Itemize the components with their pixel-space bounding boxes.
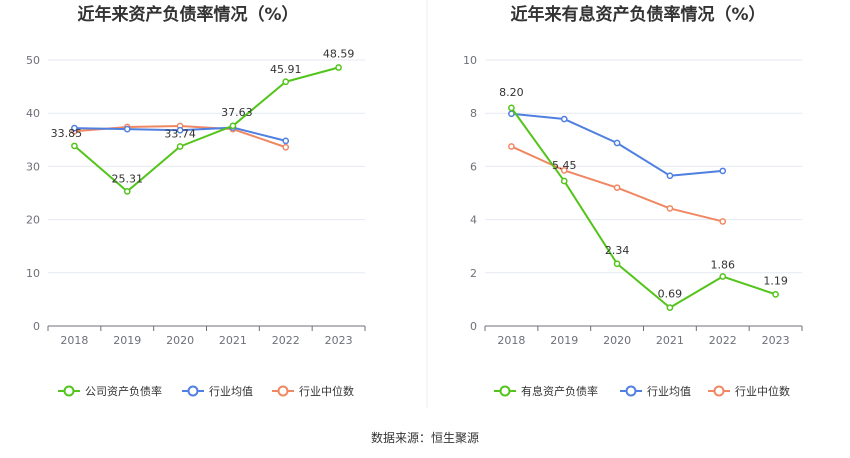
y-tick-label: 6 bbox=[470, 160, 477, 173]
series-line bbox=[73, 66, 339, 193]
data-point bbox=[123, 125, 131, 133]
y-tick-label: 20 bbox=[26, 214, 40, 227]
legend-marker bbox=[713, 385, 725, 397]
x-tick-label: 2021 bbox=[219, 334, 247, 347]
data-point bbox=[71, 142, 78, 150]
legend-label: 公司资产负债率 bbox=[85, 384, 162, 398]
data-point bbox=[176, 126, 184, 134]
data-label: 33.85 bbox=[51, 127, 83, 140]
data-label: 25.31 bbox=[112, 172, 144, 185]
interest-debt-ratio-chart: 近年来有息资产负债率情况（%） 0 2 4 6 8 10 2018 2019 2020 2021 20… bbox=[463, 4, 803, 398]
data-label: 2.34 bbox=[605, 244, 630, 257]
data-point bbox=[666, 304, 674, 311]
x-tick-label: 2022 bbox=[709, 334, 737, 347]
legend-label: 行业中位数 bbox=[735, 384, 790, 398]
data-label: 0.69 bbox=[658, 288, 683, 301]
x-tick-label: 2018 bbox=[497, 334, 525, 347]
legend-label: 行业中位数 bbox=[299, 384, 354, 398]
y-tick-label: 40 bbox=[26, 107, 40, 120]
y-tick-label: 50 bbox=[26, 54, 40, 67]
data-point bbox=[613, 260, 621, 268]
data-point bbox=[560, 177, 568, 185]
source-text: 数据来源：恒生聚源 bbox=[371, 430, 479, 445]
data-point bbox=[560, 167, 568, 174]
x-tick-label: 2019 bbox=[113, 334, 141, 347]
chart-title: 近年来有息资产负债率情况（%） bbox=[510, 4, 765, 25]
legend-marker bbox=[63, 385, 75, 397]
data-label: 1.19 bbox=[763, 274, 788, 287]
legend-label: 有息资产负债率 bbox=[521, 384, 598, 398]
x-tick-label: 2020 bbox=[603, 334, 631, 347]
series-line bbox=[510, 107, 776, 309]
y-tick-label: 2 bbox=[470, 267, 477, 280]
legend-marker bbox=[625, 385, 637, 397]
chart-title: 近年来资产负债率情况（%） bbox=[77, 4, 298, 25]
data-point bbox=[123, 188, 131, 195]
data-point bbox=[719, 273, 727, 280]
legend-marker bbox=[499, 385, 511, 397]
x-tick-label: 2023 bbox=[325, 334, 353, 347]
data-label: 8.20 bbox=[499, 86, 524, 99]
legend-label: 行业均值 bbox=[647, 385, 691, 398]
series-line bbox=[511, 145, 723, 223]
legend-marker bbox=[187, 385, 199, 397]
data-label: 5.45 bbox=[552, 159, 577, 172]
y-tick-label: 4 bbox=[470, 214, 477, 227]
data-point bbox=[613, 184, 621, 192]
data-point bbox=[282, 78, 290, 86]
data-point bbox=[335, 64, 342, 71]
data-label: 37.63 bbox=[221, 106, 253, 119]
x-tick-label: 2021 bbox=[656, 334, 684, 347]
data-label: 45.91 bbox=[270, 63, 302, 76]
data-point bbox=[666, 172, 674, 180]
y-tick-label: 8 bbox=[470, 107, 477, 120]
data-point bbox=[508, 143, 515, 150]
data-point bbox=[772, 290, 779, 298]
y-tick-label: 10 bbox=[463, 54, 477, 67]
data-point bbox=[508, 104, 515, 112]
data-point bbox=[666, 205, 674, 212]
x-tick-label: 2020 bbox=[166, 334, 194, 347]
x-tick-label: 2019 bbox=[550, 334, 578, 347]
data-point bbox=[719, 218, 727, 225]
data-point bbox=[71, 124, 78, 132]
y-tick-label: 30 bbox=[26, 160, 40, 173]
y-tick-label: 0 bbox=[33, 320, 40, 333]
data-label: 1.86 bbox=[711, 259, 736, 272]
legend-marker bbox=[277, 385, 289, 397]
data-point bbox=[719, 167, 727, 175]
x-tick-label: 2022 bbox=[272, 334, 300, 347]
y-tick-label: 0 bbox=[470, 320, 477, 333]
data-point bbox=[282, 137, 290, 145]
legend-label: 行业均值 bbox=[209, 385, 253, 398]
data-point bbox=[560, 115, 568, 123]
data-point bbox=[229, 122, 237, 130]
data-point bbox=[282, 143, 290, 151]
x-tick-label: 2023 bbox=[762, 334, 790, 347]
y-tick-label: 10 bbox=[26, 267, 40, 280]
debt-ratio-chart: 近年来资产负债率情况（%） 0 10 20 30 40 50 2018 2019 2020 2021… bbox=[26, 4, 366, 398]
x-tick-label: 2018 bbox=[60, 334, 88, 347]
data-point bbox=[176, 143, 184, 150]
data-label: 48.59 bbox=[323, 48, 355, 61]
data-label: 33.74 bbox=[164, 128, 196, 141]
data-point bbox=[613, 139, 621, 147]
